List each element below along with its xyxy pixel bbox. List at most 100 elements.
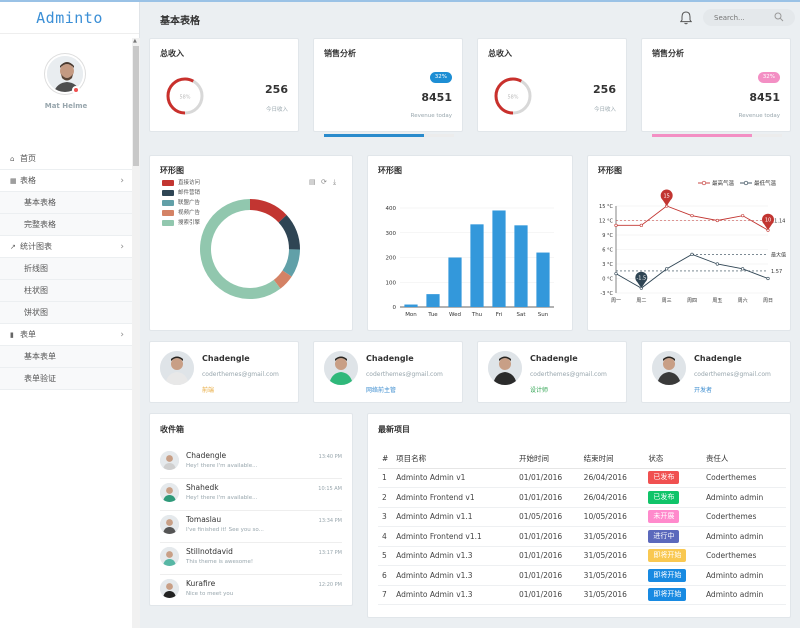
submenu-item-7[interactable]: 饼状图 (0, 302, 132, 324)
legend-item[interactable]: 视频广告 (162, 209, 200, 217)
menu-item-1[interactable]: ▦ 表格 › (0, 170, 132, 192)
data-point[interactable] (766, 276, 770, 281)
bar[interactable] (404, 304, 418, 307)
search-input[interactable] (703, 9, 795, 26)
stat-caption: Revenue today (738, 113, 780, 119)
submenu-item-5[interactable]: 折线图 (0, 258, 132, 280)
cell-owner: Adminto admin (701, 487, 786, 508)
user-name[interactable]: Mat Helme (44, 102, 88, 110)
profile-avatar[interactable] (160, 351, 194, 385)
submenu-item-9[interactable]: 基本表单 (0, 346, 132, 368)
submenu-item-2[interactable]: 基本表格 (0, 192, 132, 214)
bar[interactable] (492, 210, 506, 307)
legend-item[interactable]: 联盟广告 (162, 199, 200, 207)
profile-card[interactable]: Chadengle coderthemes@gmail.com 开发者 (641, 341, 791, 403)
avg-low-label: 1.57 (771, 269, 782, 275)
cell-n: 2 (378, 487, 393, 508)
submenu-item-10[interactable]: 表单验证 (0, 368, 132, 390)
inbox-message[interactable]: Tomaslau I've finished it! See you so... 1… (160, 511, 342, 543)
cell-start: 01/01/2016 (514, 585, 580, 605)
stat-value: 8451 (749, 91, 780, 104)
bar[interactable] (536, 252, 550, 307)
bar[interactable] (514, 225, 528, 307)
download-icon[interactable]: ⤓ (333, 178, 337, 186)
donut-slice[interactable] (282, 249, 300, 277)
cell-name: Adminto Admin v1 (392, 468, 515, 488)
donut-slice[interactable] (200, 199, 281, 299)
cell-end: 31/05/2016 (579, 546, 645, 566)
table-row[interactable]: 2 Adminto Frontend v1 01/01/2016 26/04/2016… (378, 487, 786, 508)
profile-card[interactable]: Chadengle coderthemes@gmail.com 前端 (149, 341, 299, 403)
card-title: 销售分析 (324, 49, 356, 58)
data-point[interactable] (665, 267, 669, 271)
menu-item-0[interactable]: ⌂ 首页 (0, 148, 132, 170)
cell-n: 3 (378, 507, 393, 527)
legend-item[interactable]: 搜索引擎 (162, 219, 200, 227)
stat-card-sales-1: 销售分析 32% 8451 Revenue today (313, 38, 463, 137)
search-icon[interactable] (774, 12, 784, 22)
x-tick-label: Mon (405, 312, 417, 318)
chevron-right-icon: › (120, 242, 124, 252)
data-point[interactable] (614, 223, 618, 227)
table-row[interactable]: 4 Adminto Frontend v1.1 01/01/2016 31/05/20… (378, 526, 786, 547)
bar[interactable] (470, 224, 484, 307)
chart-title: 环形图 (378, 166, 402, 175)
table-row[interactable]: 6 Adminto Admin v1.3 01/01/2016 31/05/2016 即… (378, 565, 786, 586)
inbox-message[interactable]: Chadengle Hey! there I'm available... 13:4… (160, 447, 342, 479)
message-sender: Shahedk (186, 483, 219, 492)
donut-slice[interactable] (273, 270, 292, 289)
data-point[interactable] (741, 267, 745, 271)
table-row[interactable]: 3 Adminto Admin v1.1 01/05/2016 10/05/2016 未… (378, 507, 786, 527)
cell-start: 01/01/2016 (514, 487, 580, 508)
submenu-item-3[interactable]: 完整表格 (0, 214, 132, 236)
menu-item-8[interactable]: ▮ 表单 › (0, 324, 132, 346)
menu-item-4[interactable]: ↗ 统计图表 › (0, 236, 132, 258)
status-badge: 未开展 (648, 510, 680, 524)
data-point[interactable] (741, 214, 745, 218)
profile-avatar[interactable] (324, 351, 358, 385)
scrollbar-thumb[interactable] (133, 46, 139, 166)
data-point[interactable] (639, 223, 643, 227)
x-tick-label: 周一 (611, 298, 621, 304)
profile-card[interactable]: Chadengle coderthemes@gmail.com 网络前主管 (313, 341, 463, 403)
inbox-message[interactable]: Shahedk Hey! there I'm available... 10:15 … (160, 479, 342, 511)
message-preview: Hey! there I'm available... (186, 463, 258, 469)
data-point[interactable] (715, 218, 719, 223)
donut-slice[interactable] (250, 199, 287, 223)
profile-avatar[interactable] (488, 351, 522, 385)
sidebar-scrollbar[interactable]: ▲ (132, 38, 140, 628)
data-point[interactable] (690, 214, 694, 218)
message-preview: Hey! there I'm available... (186, 495, 258, 501)
inbox-message[interactable]: Stillnotdavid This theme is awesome! 13:17… (160, 543, 342, 575)
y-tick-label: 12 °C (599, 219, 613, 225)
table-row[interactable]: 7 Adminto Admin v1.3 01/01/2016 31/05/2016 即… (378, 585, 786, 605)
donut-slice[interactable] (278, 214, 300, 250)
message-preview: This theme is awesome! (186, 559, 254, 565)
submenu-item-6[interactable]: 柱状图 (0, 280, 132, 302)
app-logo[interactable]: Adminto (0, 2, 139, 34)
cell-status: 即将开始 (644, 585, 702, 605)
scroll-up-icon[interactable]: ▲ (133, 38, 137, 44)
table-row[interactable]: 1 Adminto Admin v1 01/01/2016 26/04/2016 已发布… (378, 468, 786, 488)
data-point[interactable] (690, 252, 694, 256)
cell-status: 即将开始 (644, 546, 702, 566)
data-point[interactable] (715, 262, 719, 266)
data-point[interactable] (614, 272, 618, 276)
bar[interactable] (426, 294, 440, 307)
menu-item-label: 统计图表 (20, 242, 52, 251)
sidebar-menu: ⌂ 首页 ▦ 表格 › 基本表格 完整表格 ↗ 统计图表 › 折线图 柱状图 饼状图 ▮ 表单 › 基本表单 表单… (0, 148, 132, 390)
profile-avatar[interactable] (652, 351, 686, 385)
legend-item[interactable]: 直接访问 (162, 179, 200, 187)
menu-item-label: 折线图 (24, 264, 48, 273)
legend-marker (743, 180, 749, 186)
inbox-message[interactable]: Kurafire Nice to meet you 12:20 PM (160, 575, 342, 607)
profile-card[interactable]: Chadengle coderthemes@gmail.com 设计师 (477, 341, 627, 403)
legend-item[interactable]: 邮件营销 (162, 189, 200, 197)
table-row[interactable]: 5 Adminto Admin v1.3 01/01/2016 31/05/2016 即… (378, 546, 786, 566)
refresh-icon[interactable]: ⟳ (321, 178, 327, 186)
message-sender: Tomaslau (186, 515, 222, 524)
bar[interactable] (448, 257, 462, 308)
bell-icon[interactable] (680, 11, 692, 25)
data-view-icon[interactable]: ▤ (309, 178, 316, 186)
cell-owner: Coderthemes (701, 468, 786, 488)
